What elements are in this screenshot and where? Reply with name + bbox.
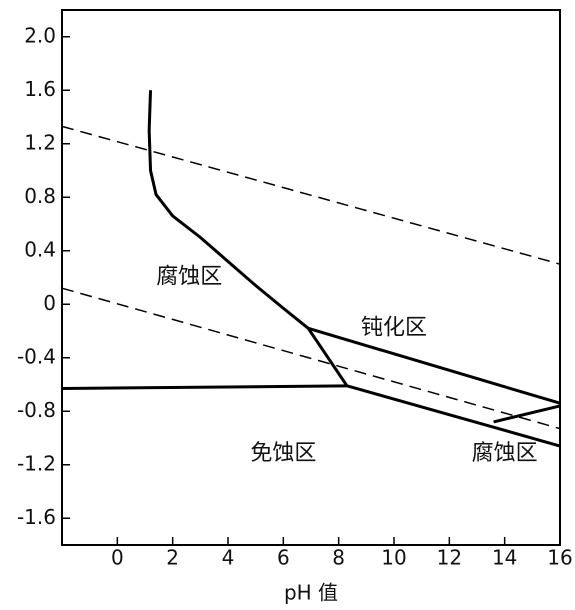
x-tick-label: 6 xyxy=(277,546,290,570)
region-label: 钝化区 xyxy=(361,315,427,340)
boundary-line xyxy=(493,404,561,424)
y-tick-label: 1.2 xyxy=(24,130,56,154)
x-tick-label: 8 xyxy=(332,546,345,570)
region-label: 免蚀区 xyxy=(250,441,316,466)
boundary-line xyxy=(346,384,561,448)
y-tick-label: 2.0 xyxy=(24,23,56,47)
boundary-line xyxy=(307,326,561,405)
boundary-line xyxy=(61,125,561,265)
y-tick-label: 0 xyxy=(43,291,56,315)
boundary-line xyxy=(61,384,347,391)
region-label: 腐蚀区 xyxy=(156,265,222,290)
y-tick-label: -0.4 xyxy=(17,344,56,368)
y-tick-label: 0.4 xyxy=(24,237,56,261)
x-tick-label: 16 xyxy=(547,546,572,570)
plot-frame xyxy=(61,9,561,546)
x-axis-label: pH 值 xyxy=(284,581,338,605)
x-tick-label: 4 xyxy=(222,546,235,570)
y-tick-label: -1.2 xyxy=(17,451,56,475)
y-tick-label: -0.8 xyxy=(17,398,56,422)
region-label: 腐蚀区 xyxy=(472,441,538,466)
boundary-line xyxy=(306,327,349,387)
y-tick-label: -1.6 xyxy=(17,505,56,529)
y-tick-label: 1.6 xyxy=(24,77,56,101)
x-tick-label: 14 xyxy=(492,546,517,570)
x-tick-label: 10 xyxy=(381,546,406,570)
x-tick-label: 0 xyxy=(111,546,124,570)
y-tick-label: 0.8 xyxy=(24,184,56,208)
boundary-line xyxy=(147,90,310,330)
x-tick-label: 12 xyxy=(437,546,462,570)
boundary-line xyxy=(61,287,561,430)
x-tick-label: 2 xyxy=(166,546,179,570)
